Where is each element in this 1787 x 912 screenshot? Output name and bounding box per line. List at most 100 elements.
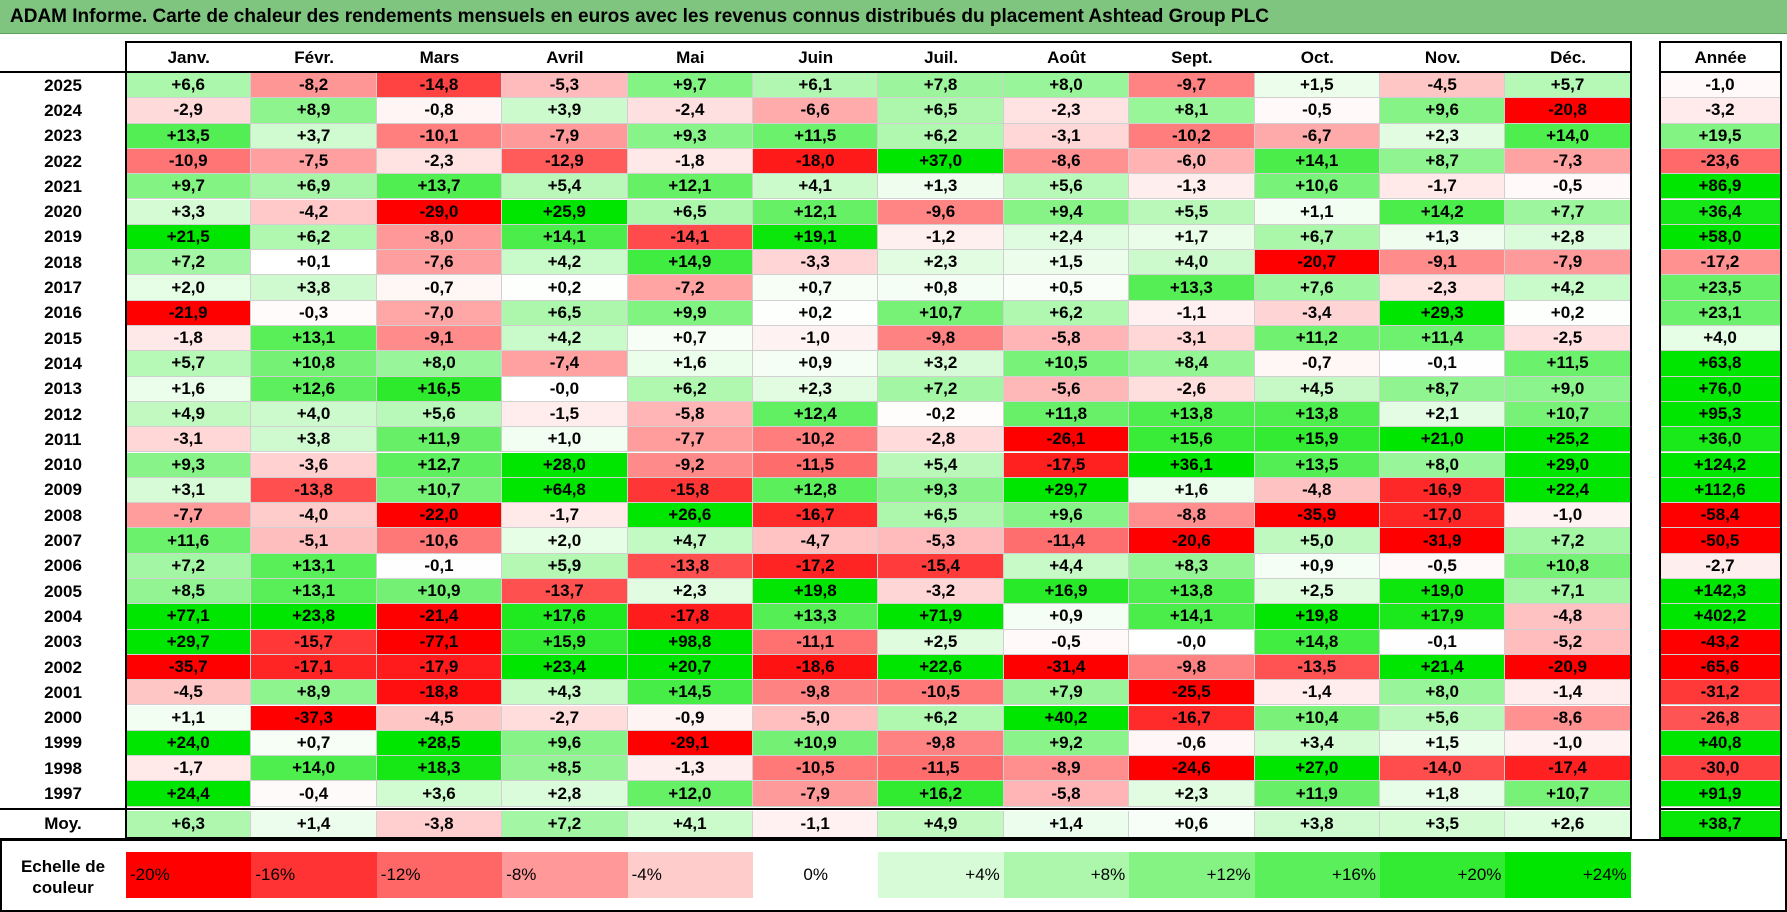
heatmap-cell: -0,7 [1254,351,1380,377]
heatmap-cell: +28,5 [376,730,503,757]
year-label: 2018 [44,252,82,272]
heatmap-cell: +11,9 [376,427,503,453]
heatmap-cell: -35,7 [126,654,252,681]
heatmap-cell: -12,9 [502,148,628,175]
year-label: 2010 [44,455,82,475]
heatmap-cell: +18,3 [376,756,503,782]
annual-cell: +40,8 [1660,730,1781,757]
year-label: 2005 [44,581,82,601]
heatmap-cell: -17,1 [251,654,377,681]
heatmap-cell: -11,4 [1003,528,1130,554]
annual-cell: -26,8 [1660,705,1781,731]
heatmap-cell: +13,1 [251,326,377,352]
heatmap-cell: -5,2 [1505,629,1631,655]
heatmap-cell: -29,1 [627,730,753,757]
heatmap-cell: +0,1 [251,250,377,276]
heatmap-cell: +14,5 [627,680,753,706]
color-scale-step: +16% [1254,852,1380,898]
heatmap-cell: -4,5 [376,705,503,731]
heatmap-cell: -1,7 [1380,174,1506,200]
annual-cell: +86,9 [1660,174,1781,200]
heatmap-cell: +7,6 [1254,275,1380,301]
heatmap-cell: -13,8 [627,553,753,579]
annual-cell: -1,0 [1660,73,1781,99]
column-header-8: Août [1047,47,1086,67]
average-cell: +1,4 [1003,810,1130,838]
heatmap-cell: -15,8 [627,477,753,504]
heatmap-cell: +40,2 [1003,705,1130,731]
annual-cell: -30,0 [1660,756,1781,782]
heatmap-cell: +3,3 [126,199,252,225]
heatmap-cell: +4,0 [1129,250,1255,276]
heatmap-cell: -0,0 [502,376,628,402]
heatmap-cell: +6,6 [126,73,252,99]
heatmap-cell: -9,7 [1129,73,1255,99]
heatmap-cell: -1,0 [753,326,879,352]
heatmap-cell: +6,9 [251,174,377,200]
heatmap-cell: +10,7 [1505,781,1631,807]
annual-cell: +142,3 [1660,579,1781,605]
heatmap-cell: +8,9 [251,680,377,706]
heatmap-cell: +9,4 [1003,199,1130,225]
heatmap-cell: +8,5 [502,756,628,782]
year-label: 2002 [44,657,82,677]
annual-cell: +23,1 [1660,300,1781,326]
heatmap-cell: +10,5 [1003,351,1130,377]
color-scale-step: -12% [376,852,503,898]
heatmap-cell: +29,7 [1003,477,1130,504]
heatmap-cell: -8,9 [1003,756,1130,782]
heatmap-cell: -0,1 [376,553,503,579]
heatmap-cell: +6,1 [753,73,879,99]
heatmap-cell: -22,0 [376,503,503,529]
heatmap-cell: +0,7 [251,730,377,757]
heatmap-cell: -24,6 [1129,756,1255,782]
heatmap-cell: -8,2 [251,73,377,99]
heatmap-cell: +5,7 [1505,73,1631,99]
heatmap-cell: -0,8 [376,98,503,124]
heatmap-cell: +10,4 [1254,705,1380,731]
heatmap-cell: +25,2 [1505,427,1631,453]
heatmap-cell: -29,0 [376,199,503,225]
heatmap-cell: +10,9 [753,730,879,757]
annual-cell: +19,5 [1660,123,1781,149]
heatmap-cell: +9,2 [1003,730,1130,757]
heatmap-cell: +0,2 [1505,300,1631,326]
heatmap-cell: +4,9 [126,401,252,428]
heatmap-cell: -0,5 [1003,629,1130,655]
heatmap-cell: +3,8 [251,275,377,301]
heatmap-cell: +0,7 [753,275,879,301]
heatmap-cell: +5,4 [878,452,1004,478]
heatmap-cell: +13,8 [1129,579,1255,605]
column-header-9: Sept. [1171,47,1213,67]
heatmap-cell: +27,0 [1254,756,1380,782]
heatmap-cell: +0,8 [878,275,1004,301]
column-header-3: Mars [419,47,460,67]
heatmap-cell: +9,7 [126,174,252,200]
year-label: 2009 [44,480,82,500]
heatmap-cell: +9,6 [1380,98,1506,124]
heatmap-cell: +3,7 [251,123,377,149]
heatmap-cell: -20,6 [1129,528,1255,554]
color-scale-step: +20% [1380,852,1506,898]
heatmap-cell: -4,5 [126,680,252,706]
heatmap-cell: -7,6 [376,250,503,276]
heatmap-cell: -4,0 [251,503,377,529]
year-label: 2000 [44,708,82,728]
heatmap-cell: -7,0 [376,300,503,326]
heatmap-cell: -6,7 [1254,123,1380,149]
heatmap-cell: -11,5 [878,756,1004,782]
heatmap-cell: +21,4 [1380,654,1506,681]
annual-header: Année [1694,47,1747,67]
annual-header-rule [1659,71,1782,73]
heatmap-cell: +9,6 [502,730,628,757]
heatmap-cell: +28,0 [502,452,628,478]
year-label: 2016 [44,303,82,323]
heatmap-cell: +11,9 [1254,781,1380,807]
heatmap-cell: +4,4 [1003,553,1130,579]
average-label: Moy. [44,814,82,834]
heatmap-cell: +3,9 [502,98,628,124]
heatmap-cell: +13,1 [251,553,377,579]
heatmap-cell: -3,3 [753,250,879,276]
heatmap-cell: -9,8 [878,326,1004,352]
color-scale-label: Echelle de couleur [20,856,106,897]
